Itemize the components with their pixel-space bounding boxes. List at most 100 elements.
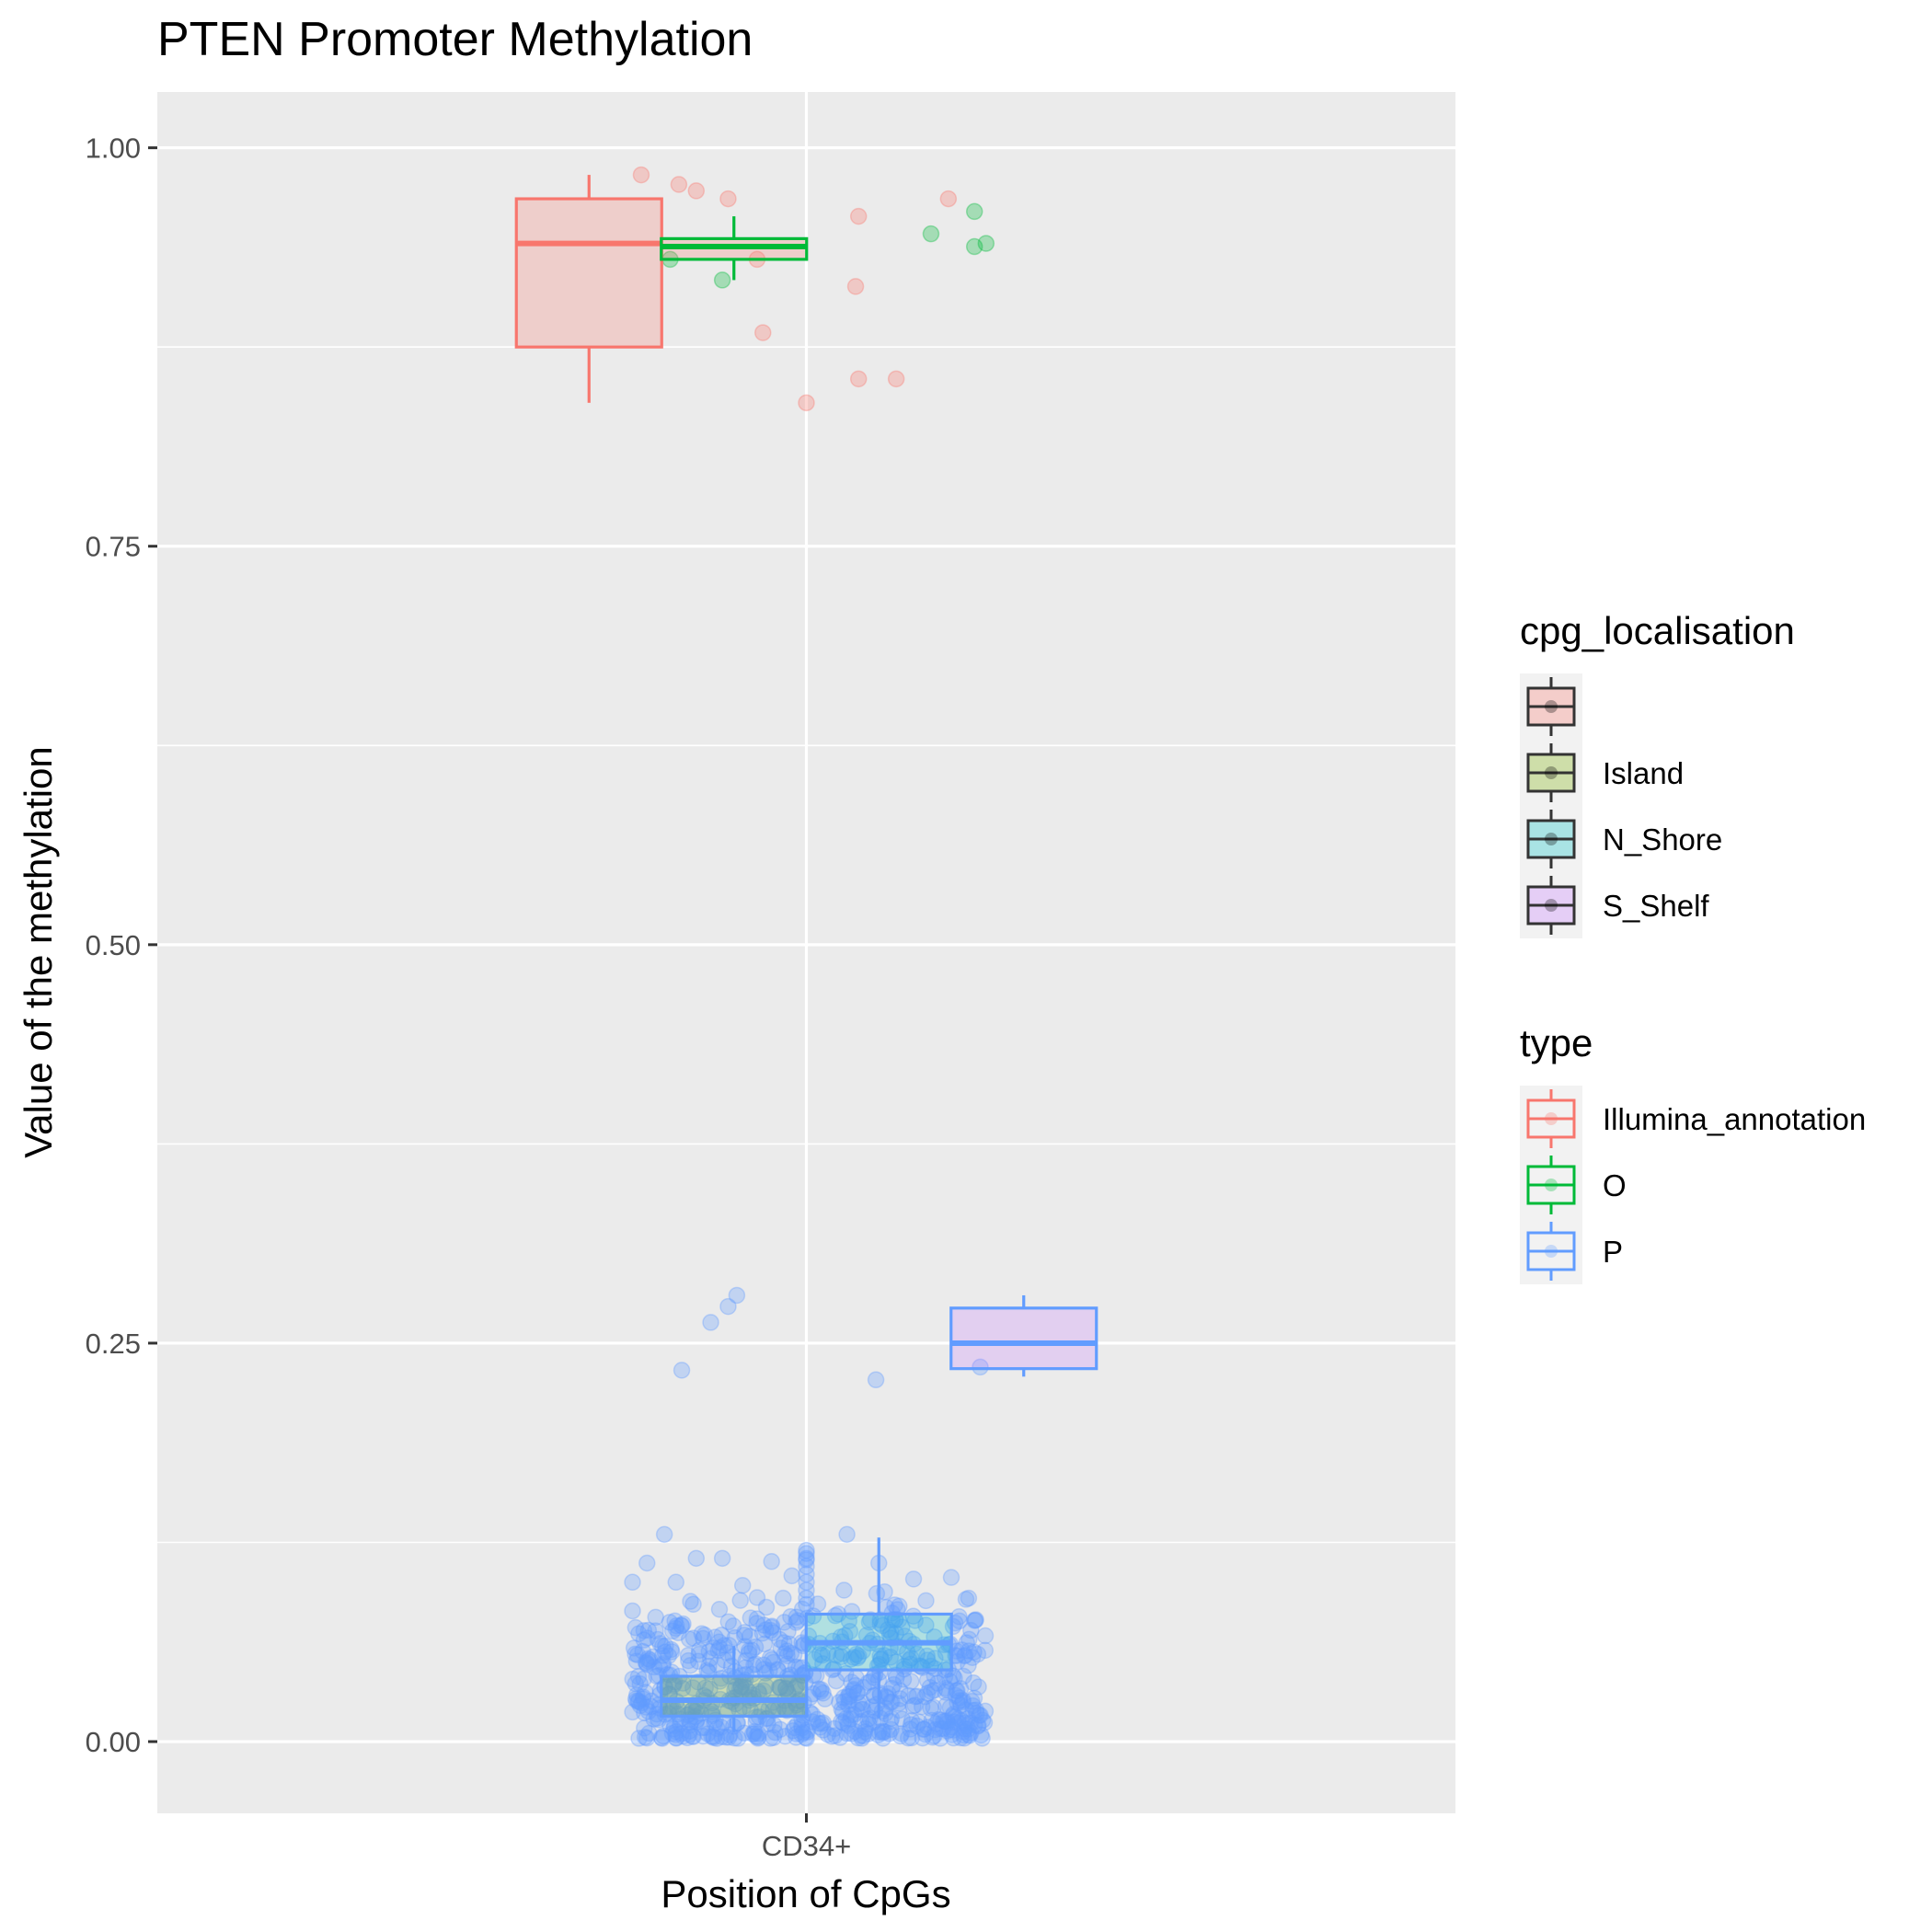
legend-label: N_Shore bbox=[1603, 822, 1722, 857]
data-point bbox=[782, 1608, 799, 1626]
box-Island-P bbox=[660, 1646, 809, 1732]
data-point bbox=[653, 1730, 671, 1747]
data-point bbox=[876, 1582, 893, 1601]
data-point bbox=[780, 1635, 799, 1653]
data-point bbox=[635, 1670, 652, 1688]
data-point bbox=[776, 1680, 795, 1697]
data-point bbox=[846, 278, 865, 295]
data-point bbox=[952, 1712, 971, 1730]
data-point bbox=[955, 1726, 972, 1744]
data-point bbox=[945, 1721, 962, 1739]
data-point bbox=[917, 1616, 935, 1634]
data-point bbox=[890, 1695, 908, 1712]
data-point bbox=[949, 1714, 967, 1731]
data-point bbox=[814, 1721, 832, 1739]
data-point bbox=[690, 1641, 708, 1660]
data-point bbox=[799, 1723, 816, 1741]
data-point bbox=[880, 1685, 897, 1703]
data-point bbox=[729, 1730, 747, 1747]
data-point bbox=[950, 1692, 969, 1709]
data-point bbox=[925, 1698, 942, 1717]
data-point bbox=[665, 1720, 683, 1738]
data-point bbox=[810, 1680, 828, 1698]
box-S_Shelf-P bbox=[949, 1294, 1098, 1377]
data-point bbox=[908, 1717, 926, 1735]
data-point bbox=[976, 1702, 995, 1720]
data-point bbox=[696, 1679, 715, 1696]
data-point bbox=[687, 182, 706, 200]
data-point bbox=[819, 1726, 837, 1743]
data-point bbox=[629, 1693, 648, 1711]
data-point bbox=[657, 1637, 674, 1655]
data-point bbox=[798, 1558, 815, 1575]
legend-title: cpg_localisation bbox=[1520, 609, 1795, 652]
data-point bbox=[788, 1608, 805, 1626]
data-point bbox=[705, 1639, 722, 1657]
data-point bbox=[654, 1727, 673, 1745]
data-point bbox=[812, 1681, 830, 1698]
data-point bbox=[949, 1709, 967, 1728]
data-point bbox=[835, 1581, 853, 1599]
data-point bbox=[687, 1549, 706, 1568]
data-point bbox=[833, 1700, 851, 1719]
data-point bbox=[814, 1685, 832, 1702]
data-point bbox=[846, 1676, 865, 1695]
data-point bbox=[883, 1693, 901, 1711]
data-point bbox=[678, 1729, 696, 1747]
legend-key: O bbox=[1520, 1152, 1627, 1218]
data-point bbox=[826, 1727, 845, 1744]
data-point bbox=[785, 1646, 803, 1663]
data-point bbox=[798, 1549, 815, 1568]
legend-key: Illumina_annotation bbox=[1520, 1086, 1866, 1152]
data-point bbox=[972, 1358, 989, 1376]
data-point bbox=[629, 1668, 648, 1685]
data-point bbox=[745, 1723, 764, 1741]
data-point bbox=[942, 1569, 960, 1586]
data-point bbox=[763, 1650, 781, 1669]
data-point bbox=[804, 1713, 822, 1731]
data-point bbox=[839, 1696, 857, 1714]
y-tick-label: 0.75 bbox=[86, 531, 141, 563]
data-point bbox=[853, 1700, 870, 1719]
data-point bbox=[940, 1720, 959, 1739]
data-point bbox=[913, 1697, 931, 1716]
data-point bbox=[967, 1701, 985, 1719]
data-point bbox=[879, 1620, 897, 1639]
data-point bbox=[926, 1667, 944, 1685]
data-point bbox=[638, 1729, 656, 1747]
data-point bbox=[651, 1635, 669, 1652]
data-point bbox=[680, 1706, 697, 1723]
data-point bbox=[965, 1716, 983, 1734]
data-point bbox=[745, 1656, 763, 1674]
data-point bbox=[865, 1713, 882, 1731]
data-point bbox=[900, 1686, 917, 1705]
data-point bbox=[710, 1639, 729, 1657]
data-point bbox=[936, 1712, 954, 1731]
data-point bbox=[653, 1656, 672, 1674]
y-axis-title: Value of the methylation bbox=[17, 746, 60, 1158]
data-point bbox=[938, 1722, 957, 1740]
data-point bbox=[960, 1726, 978, 1743]
box-N_Shore-P bbox=[804, 1537, 953, 1719]
data-point bbox=[973, 1730, 991, 1747]
data-point bbox=[637, 1653, 655, 1672]
data-point bbox=[939, 190, 958, 208]
data-point bbox=[737, 1659, 754, 1676]
y-tick-label: 0.25 bbox=[86, 1328, 141, 1360]
data-point bbox=[891, 1690, 909, 1708]
data-point bbox=[737, 1665, 755, 1684]
data-point bbox=[834, 1714, 852, 1731]
data-point bbox=[772, 1679, 789, 1696]
data-point bbox=[814, 1714, 833, 1731]
data-point bbox=[712, 1719, 730, 1736]
data-point bbox=[871, 1709, 890, 1727]
data-point bbox=[788, 1729, 805, 1746]
data-point bbox=[667, 1573, 684, 1592]
data-point bbox=[899, 1729, 917, 1747]
data-point bbox=[908, 1645, 926, 1663]
data-point bbox=[763, 1617, 781, 1635]
data-point bbox=[793, 1719, 811, 1737]
data-point bbox=[861, 1709, 879, 1727]
data-point bbox=[701, 1680, 719, 1697]
data-point bbox=[881, 1693, 900, 1711]
